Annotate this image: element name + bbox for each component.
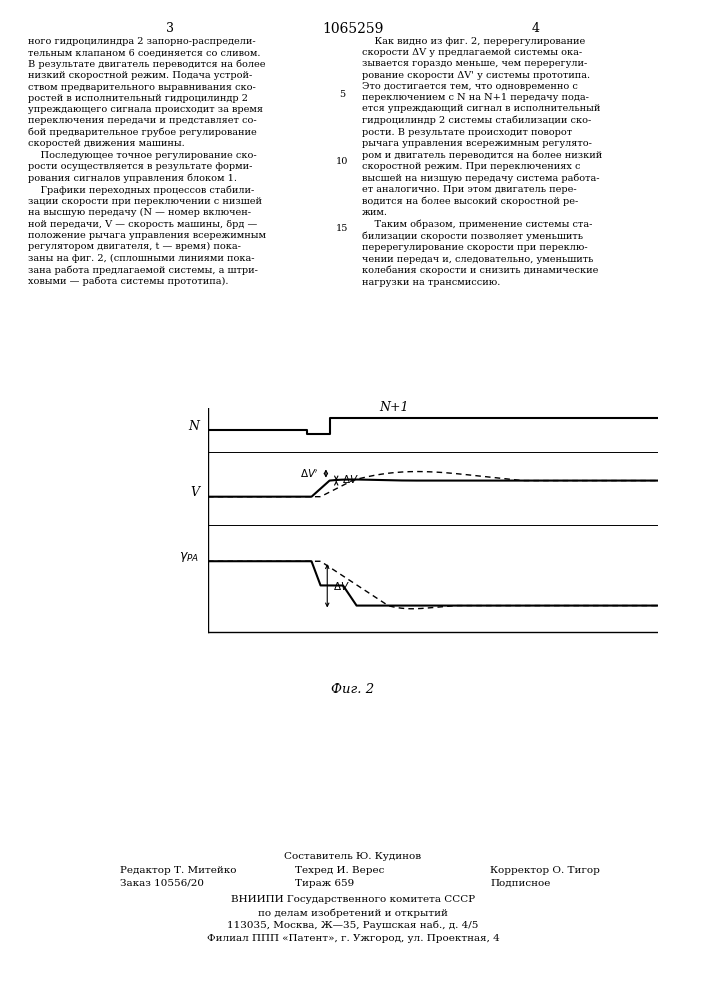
Text: Как видно из фиг. 2, перерегулирование
скорости ΔV у предлагаемой системы ока-
з: Как видно из фиг. 2, перерегулирование с…: [362, 37, 602, 287]
Text: V: V: [190, 486, 199, 499]
Text: 3: 3: [166, 22, 174, 35]
Text: Подписное: Подписное: [490, 879, 550, 888]
Text: Редактор Т. Митейко: Редактор Т. Митейко: [120, 866, 237, 875]
Text: $\Delta V'$: $\Delta V'$: [300, 467, 319, 480]
Text: 10: 10: [336, 157, 348, 166]
Text: $\Delta V$: $\Delta V$: [341, 473, 358, 485]
Text: 15: 15: [336, 224, 348, 233]
Text: ного гидроцилиндра 2 запорно-распредели-
тельным клапаном 6 соединяется со сливо: ного гидроцилиндра 2 запорно-распредели-…: [28, 37, 266, 286]
Text: Филиал ППП «Патент», г. Ужгород, ул. Проектная, 4: Филиал ППП «Патент», г. Ужгород, ул. Про…: [206, 934, 499, 943]
Text: Тираж 659: Тираж 659: [295, 879, 354, 888]
Text: по делам изобретений и открытий: по делам изобретений и открытий: [258, 908, 448, 918]
Text: N+1: N+1: [379, 401, 409, 414]
Text: 113035, Москва, Ж—35, Раушская наб., д. 4/5: 113035, Москва, Ж—35, Раушская наб., д. …: [228, 921, 479, 930]
Text: 4: 4: [532, 22, 540, 35]
Text: 5: 5: [339, 90, 345, 99]
Text: Заказ 10556/20: Заказ 10556/20: [120, 879, 204, 888]
Text: $\gamma_{PA}$: $\gamma_{PA}$: [179, 550, 199, 564]
Text: ВНИИПИ Государственного комитета СССР: ВНИИПИ Государственного комитета СССР: [231, 895, 475, 904]
Text: Корректор О. Тигор: Корректор О. Тигор: [490, 866, 600, 875]
Text: Составитель Ю. Кудинов: Составитель Ю. Кудинов: [284, 852, 421, 861]
Text: $\Delta V$: $\Delta V$: [333, 580, 349, 592]
Text: Фиг. 2: Фиг. 2: [332, 683, 375, 696]
Text: 1065259: 1065259: [322, 22, 384, 36]
Text: Техред И. Верес: Техред И. Верес: [295, 866, 385, 875]
Text: N: N: [188, 420, 199, 433]
